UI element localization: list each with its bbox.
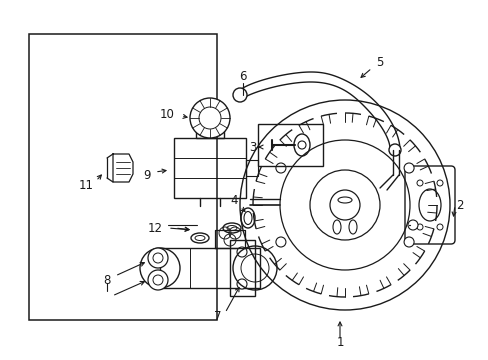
Circle shape (148, 270, 168, 290)
Circle shape (190, 98, 229, 138)
Text: 2: 2 (455, 198, 463, 212)
Circle shape (403, 237, 413, 247)
Circle shape (388, 144, 400, 156)
Bar (160, 248, 260, 288)
Circle shape (275, 237, 285, 247)
Bar (174, 138, 245, 198)
Circle shape (232, 88, 246, 102)
Text: 1: 1 (336, 336, 343, 348)
Polygon shape (215, 230, 244, 248)
Circle shape (237, 279, 246, 289)
Circle shape (237, 247, 246, 257)
Text: 6: 6 (239, 69, 246, 82)
Text: 11: 11 (79, 179, 93, 192)
Bar (229, 240, 254, 296)
Text: 3: 3 (249, 140, 256, 153)
Text: 7: 7 (214, 310, 221, 323)
Text: 8: 8 (103, 274, 110, 287)
Text: 5: 5 (376, 55, 383, 68)
Circle shape (407, 220, 417, 230)
Text: 12: 12 (147, 221, 162, 234)
Bar (196, 116, 224, 138)
Text: 9: 9 (143, 168, 150, 181)
Circle shape (275, 163, 285, 173)
Bar (257, 124, 322, 166)
Bar (245, 160, 258, 176)
Text: 4: 4 (230, 194, 237, 207)
Bar (29, 34, 217, 320)
Circle shape (148, 248, 168, 268)
Text: 10: 10 (159, 108, 174, 121)
Circle shape (403, 163, 413, 173)
